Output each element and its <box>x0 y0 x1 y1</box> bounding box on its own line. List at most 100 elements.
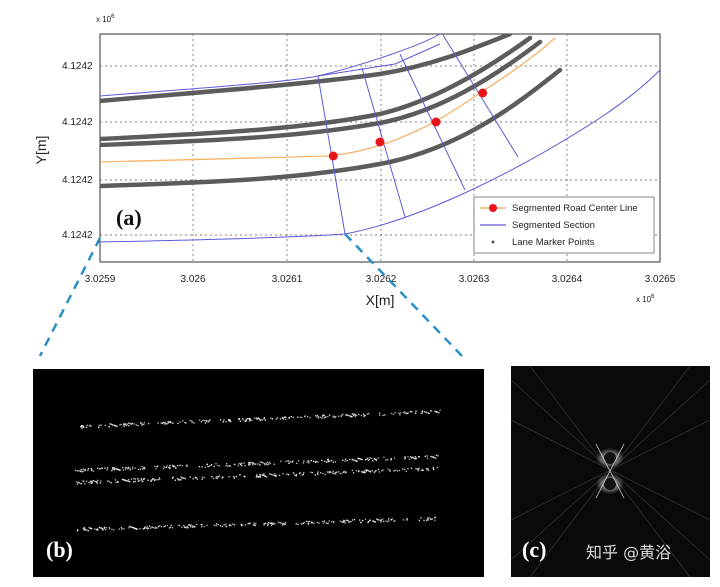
lane-point <box>132 527 135 529</box>
lane-point <box>81 469 83 471</box>
lane-point <box>321 459 323 462</box>
lane-point <box>132 466 134 468</box>
lane-point <box>95 481 98 483</box>
lane-point <box>266 476 268 478</box>
lane-point <box>248 464 250 466</box>
lane-point <box>407 456 409 458</box>
lane-point <box>341 521 343 523</box>
y-tick-label: 4.1242 <box>62 117 93 128</box>
lane-point <box>193 526 196 528</box>
lane-point <box>156 527 158 529</box>
lane-point <box>134 478 137 480</box>
lane-point <box>259 419 261 422</box>
lane-point <box>229 524 231 526</box>
lane-point <box>387 520 389 523</box>
lane-point <box>291 461 294 463</box>
lane-point <box>113 424 115 426</box>
lane-point <box>90 527 93 530</box>
lane-point <box>353 414 355 417</box>
lane-point <box>303 471 305 474</box>
lane-point <box>91 482 93 485</box>
lane-point <box>229 419 231 421</box>
lane-point <box>87 469 89 472</box>
lane-point <box>225 525 227 528</box>
lane-point <box>306 461 308 463</box>
lane-point <box>272 522 274 524</box>
lane-point <box>177 422 179 425</box>
lane-point <box>351 416 353 418</box>
lane-point <box>223 524 225 526</box>
lane-point <box>238 418 240 420</box>
lane-point <box>325 522 328 524</box>
lane-point <box>308 462 310 464</box>
lane-point <box>352 459 354 461</box>
lane-point <box>83 529 86 531</box>
lane-marker-lines <box>100 34 563 189</box>
lane-point <box>146 526 148 528</box>
lane-point <box>278 474 281 476</box>
y-axis-label: Y[m] <box>33 136 49 165</box>
lane-point <box>184 422 186 424</box>
lane-point <box>80 426 82 428</box>
lane-point <box>307 459 309 462</box>
panel-b-image <box>33 369 484 577</box>
lane-point <box>147 479 149 481</box>
lane-point <box>334 416 336 419</box>
lane-point <box>342 521 344 523</box>
lane-point <box>92 470 95 472</box>
lane-point <box>399 412 402 414</box>
lane-point <box>181 526 183 529</box>
lane-point <box>366 469 369 472</box>
lane-point <box>77 481 80 484</box>
lane-point <box>372 520 375 523</box>
lane-point <box>249 463 252 465</box>
lane-point <box>202 419 204 421</box>
lane-point <box>81 471 83 473</box>
lane-point <box>254 524 256 526</box>
lane-point <box>191 421 193 423</box>
lane-point <box>275 474 277 476</box>
lane-point <box>140 422 142 425</box>
lane-point <box>332 472 334 474</box>
lane-point <box>220 419 222 421</box>
lane-point <box>369 471 372 473</box>
lane-point <box>258 418 261 420</box>
lane-point <box>219 465 221 467</box>
lane-point <box>373 458 375 460</box>
lane-point <box>347 414 349 417</box>
lane-point <box>152 478 154 480</box>
lane-point <box>153 478 155 480</box>
lane-point <box>81 427 83 429</box>
lane-point <box>209 419 211 421</box>
lane-point <box>163 423 166 425</box>
lane-point <box>257 476 259 478</box>
lane-point <box>180 476 182 478</box>
lane-point <box>217 464 219 466</box>
lane-point <box>245 420 248 422</box>
lane-point <box>210 464 212 467</box>
lane-point <box>249 522 251 525</box>
lane-point <box>181 477 183 479</box>
lane-point <box>153 479 156 482</box>
lane-point <box>260 418 262 421</box>
lane-point <box>364 518 367 521</box>
lane-point <box>233 477 235 479</box>
lane-point <box>171 527 173 529</box>
lane-point <box>329 460 331 462</box>
lane-point <box>307 416 309 418</box>
lane-point <box>118 469 120 471</box>
lane-point <box>111 528 113 530</box>
x-tick-labels: 3.0259 3.026 3.0261 3.0262 3.0263 3.0264… <box>85 274 676 285</box>
lane-point <box>393 457 396 459</box>
lane-point <box>434 410 436 412</box>
lane-point <box>124 422 126 425</box>
lane-point <box>344 470 346 473</box>
lane-point <box>368 458 370 461</box>
lane-point <box>303 460 305 462</box>
lane-point <box>122 467 124 469</box>
lane-point <box>268 461 270 463</box>
lane-point <box>167 421 169 423</box>
lane-point <box>371 470 373 472</box>
lane-point <box>269 462 271 465</box>
lane-point <box>264 462 266 465</box>
